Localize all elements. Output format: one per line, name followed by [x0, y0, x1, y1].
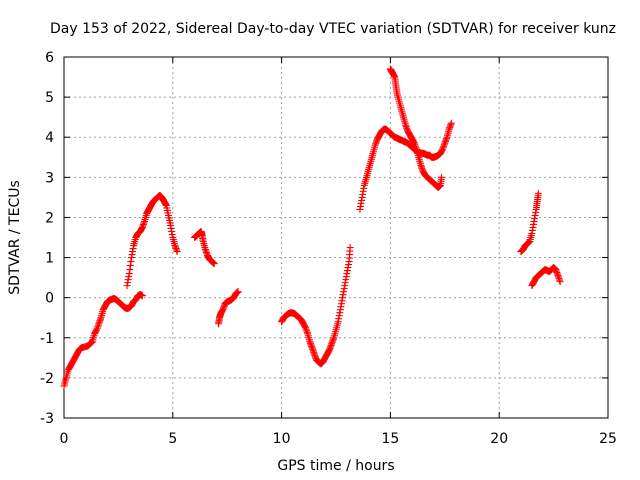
x-tick-label: 0 [60, 431, 69, 447]
y-tick-label: 4 [45, 130, 54, 146]
x-axis-label: GPS time / hours [277, 458, 394, 474]
x-tick-label: 20 [490, 431, 508, 447]
y-tick-label: -1 [40, 331, 54, 347]
data-point [447, 119, 455, 127]
data-point [210, 260, 218, 268]
axis-ticks: 0 5 10 15 20 25 -3 -2 -1 0 1 2 3 4 5 6 [40, 50, 617, 447]
y-tick-label: -3 [40, 411, 54, 427]
y-tick-label: 6 [45, 50, 54, 66]
y-tick-label: 5 [45, 90, 54, 106]
x-tick-label: 25 [599, 431, 617, 447]
y-tick-label: 2 [45, 210, 54, 226]
series-trace [214, 288, 242, 328]
data-point [234, 288, 242, 296]
series-trace [517, 189, 542, 256]
series-trace [278, 244, 354, 368]
series-trace [386, 65, 446, 191]
series-trace [123, 191, 181, 290]
x-tick-label: 5 [168, 431, 177, 447]
x-tick-label: 10 [273, 431, 291, 447]
data-point [138, 292, 146, 300]
x-tick-label: 15 [381, 431, 399, 447]
chart-title: Day 153 of 2022, Sidereal Day-to-day VTE… [50, 21, 616, 37]
y-tick-label: 3 [45, 170, 54, 186]
y-tick-label: 0 [45, 291, 54, 307]
plot-frame [63, 56, 609, 419]
y-tick-label: 1 [45, 251, 54, 267]
data-point [534, 189, 542, 197]
data-point [556, 278, 564, 286]
data-point [346, 244, 354, 252]
series-trace [528, 264, 564, 290]
y-axis-label: SDTVAR / TECUs [7, 180, 23, 295]
data-point [173, 248, 181, 256]
series-trace [60, 290, 146, 390]
data-points [60, 65, 564, 390]
grid [64, 57, 608, 418]
data-point [438, 173, 446, 181]
series-trace [191, 227, 218, 268]
y-tick-label: -2 [40, 371, 54, 387]
